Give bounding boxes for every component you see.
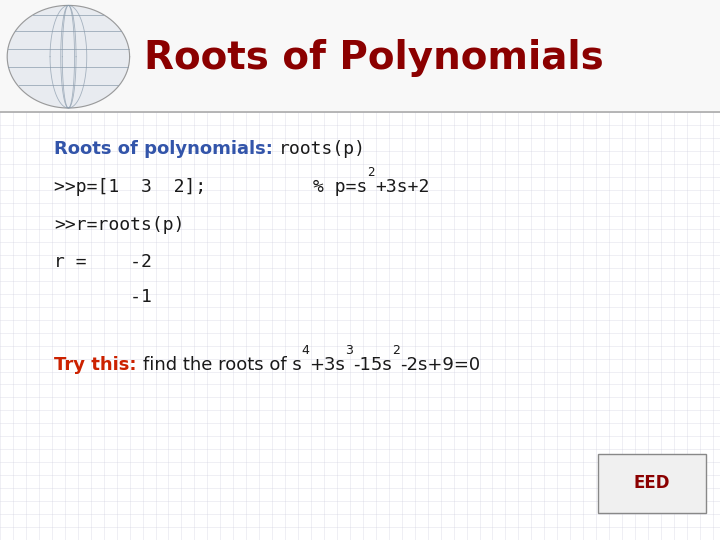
Text: EED: EED <box>634 474 670 492</box>
Text: Roots of polynomials:: Roots of polynomials: <box>54 140 279 158</box>
Text: find the roots of s: find the roots of s <box>143 356 302 374</box>
Text: >>p=[1  3  2];: >>p=[1 3 2]; <box>54 178 206 195</box>
Text: 2: 2 <box>368 165 375 179</box>
Ellipse shape <box>7 5 130 108</box>
Text: r =    -2: r = -2 <box>54 253 152 271</box>
Text: -2s+9=0: -2s+9=0 <box>400 356 480 374</box>
Text: -15s: -15s <box>353 356 392 374</box>
Text: 4: 4 <box>302 343 310 357</box>
Text: 2: 2 <box>392 343 400 357</box>
Text: +3s+2: +3s+2 <box>375 178 429 195</box>
Text: 3: 3 <box>346 343 353 357</box>
Bar <box>0 0 720 112</box>
Text: +3s: +3s <box>310 356 346 374</box>
Text: roots(p): roots(p) <box>279 140 366 158</box>
Text: Try this:: Try this: <box>54 356 143 374</box>
Text: Roots of Polynomials: Roots of Polynomials <box>144 39 604 77</box>
Text: -1: -1 <box>54 288 152 306</box>
Text: >>r=roots(p): >>r=roots(p) <box>54 215 184 233</box>
FancyBboxPatch shape <box>598 454 706 513</box>
Text: % p=s: % p=s <box>313 178 368 195</box>
